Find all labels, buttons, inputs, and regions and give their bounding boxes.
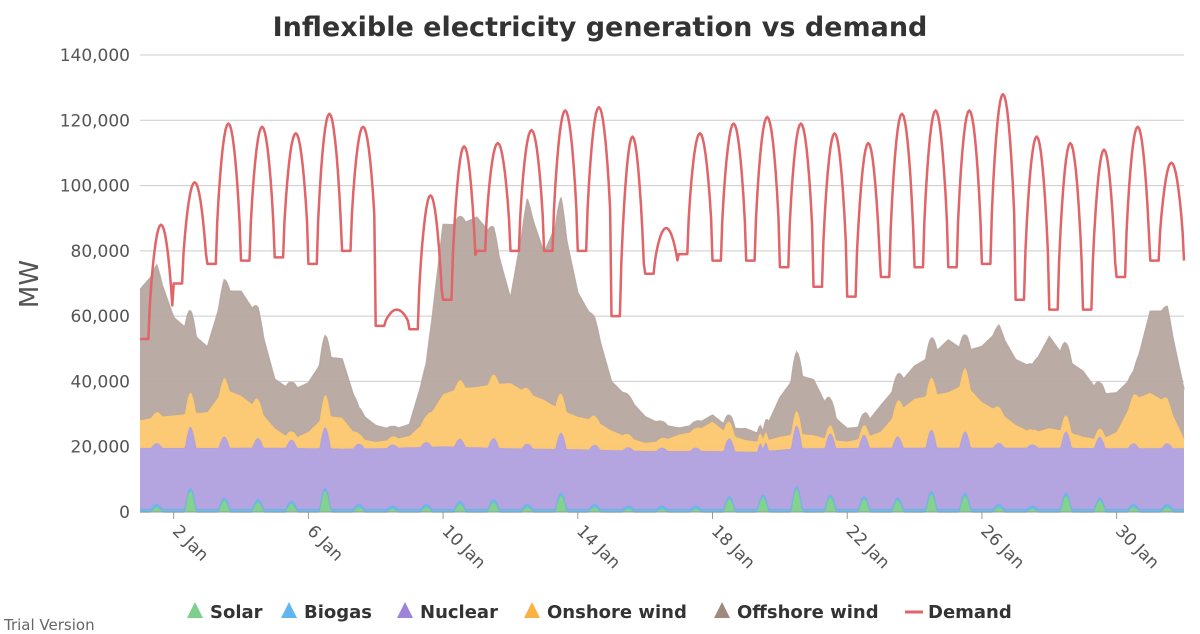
y-tick-label: 100,000 [60,177,130,197]
x-tick-label: 30 Jan [1111,521,1163,573]
y-axis-label: MW [15,260,45,308]
x-tick-label: 18 Jan [707,521,759,573]
y-tick-label: 40,000 [71,372,130,392]
y-tick-label: 0 [119,503,130,523]
y-tick-label: 80,000 [71,242,130,262]
x-tick-label: 26 Jan [976,521,1028,573]
offshore-wind-edge [139,197,1185,436]
legend-item-onshore-wind[interactable]: Onshore wind [524,602,687,623]
x-tick-label: 6 Jan [303,521,347,565]
legend-item-biogas[interactable]: Biogas [281,602,372,623]
x-tick-label: 10 Jan [438,521,490,573]
triangle-icon [524,602,540,618]
triangle-icon [187,602,203,618]
legend-label: Solar [210,602,263,623]
y-tick-label: 120,000 [60,111,130,131]
y-tick-label: 60,000 [71,307,130,327]
x-tick-label: 22 Jan [842,521,894,573]
legend-label: Onshore wind [547,602,687,623]
legend-label: Offshore wind [737,602,879,623]
y-tick-label: 140,000 [60,46,130,66]
x-tick-label: 14 Jan [572,521,624,573]
chart-title: Inflexible electricity generation vs dem… [273,12,928,43]
legend-item-nuclear[interactable]: Nuclear [397,602,498,623]
demand-line [140,92,1186,341]
legend-item-solar[interactable]: Solar [187,602,263,623]
triangle-icon [397,602,413,618]
plot-lines [140,92,1186,341]
onshore-wind-area [140,367,1184,452]
triangle-icon [281,602,297,618]
nuclear-area [140,425,1184,510]
plot-areas [139,197,1185,513]
legend-label: Demand [928,602,1012,623]
triangle-icon [714,602,730,618]
x-tick-label: 2 Jan [168,521,212,565]
legend-item-demand[interactable]: Demand [905,602,1012,623]
watermark-text: Trial Version [3,616,95,634]
legend-item-offshore-wind[interactable]: Offshore wind [714,602,879,623]
y-tick-label: 20,000 [71,438,130,458]
legend-label: Nuclear [420,602,498,623]
offshore-wind-area [140,197,1184,443]
legend-label: Biogas [304,602,372,623]
legend[interactable]: Solar Biogas Nuclear Onshore wind Offshore w… [187,602,1012,623]
